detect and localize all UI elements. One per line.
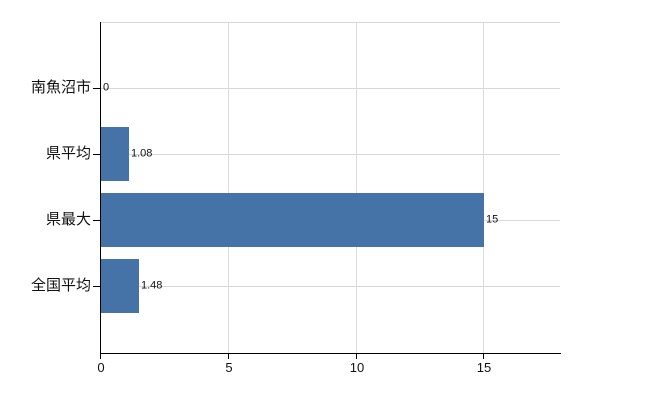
y-axis-line xyxy=(100,22,101,353)
x-axis-tick xyxy=(228,353,229,359)
y-axis-tick xyxy=(93,220,100,221)
plot-top-border xyxy=(100,22,560,23)
x-tick-label: 10 xyxy=(349,360,365,375)
category-label: 県最大 xyxy=(45,211,91,228)
x-tick-label: 15 xyxy=(476,360,492,375)
x-gridline xyxy=(356,22,357,353)
category-label: 南魚沼市 xyxy=(30,79,91,96)
bar-value-label: 1.08 xyxy=(131,147,153,160)
bar-value-label: 0 xyxy=(103,81,110,94)
y-axis-tick xyxy=(93,286,100,287)
bar-3 xyxy=(101,193,484,247)
x-gridline xyxy=(228,22,229,353)
bar-4 xyxy=(101,259,139,313)
x-axis-tick xyxy=(483,353,484,359)
bar-value-label: 15 xyxy=(486,213,499,226)
row-gridline xyxy=(100,88,560,89)
x-tick-label: 5 xyxy=(225,360,233,375)
row-gridline xyxy=(100,154,560,155)
row-gridline xyxy=(100,286,560,287)
x-axis-tick xyxy=(100,353,101,359)
y-axis-tick xyxy=(93,154,100,155)
bar-2 xyxy=(101,127,129,181)
x-tick-label: 0 xyxy=(97,360,105,375)
category-label: 全国平均 xyxy=(30,277,91,294)
x-gridline xyxy=(483,22,484,353)
y-axis-tick xyxy=(93,88,100,89)
x-axis-line xyxy=(100,353,561,354)
plot-area: 0 1.08 15 1.48 xyxy=(100,22,560,353)
bar-value-label: 1.48 xyxy=(141,279,163,292)
x-axis-tick xyxy=(356,353,357,359)
category-label: 県平均 xyxy=(45,145,91,162)
